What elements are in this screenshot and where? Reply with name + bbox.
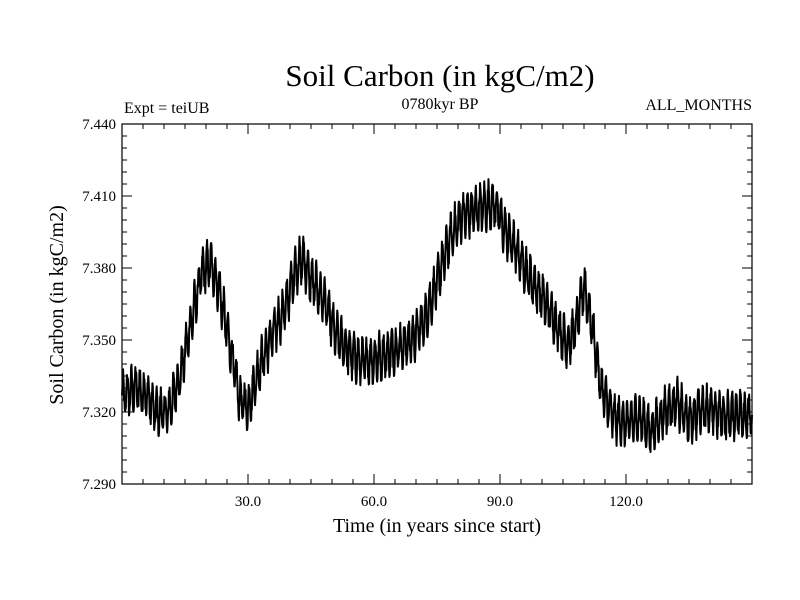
chart-title: Soil Carbon (in kgC/m2) bbox=[285, 58, 594, 93]
y-tick-label: 7.350 bbox=[82, 333, 116, 349]
x-tick-label: 90.0 bbox=[487, 494, 513, 510]
soil-carbon-series-line bbox=[121, 178, 753, 454]
x-tick-label: 60.0 bbox=[361, 494, 387, 510]
y-tick-label: 7.380 bbox=[82, 261, 116, 277]
months-label: ALL_MONTHS bbox=[645, 97, 752, 114]
y-tick-label: 7.410 bbox=[82, 189, 116, 205]
chart-subtitle: 0780kyr BP bbox=[402, 96, 479, 113]
y-tick-label: 7.440 bbox=[82, 117, 116, 133]
x-axis-label: Time (in years since start) bbox=[333, 515, 541, 537]
experiment-label: Expt = teiUB bbox=[124, 100, 209, 117]
y-axis-label: Soil Carbon (in kgC/m2) bbox=[46, 205, 68, 404]
y-tick-label: 7.320 bbox=[82, 405, 116, 421]
x-tick-label: 120.0 bbox=[609, 494, 643, 510]
y-tick-label: 7.290 bbox=[82, 477, 116, 493]
x-tick-label: 30.0 bbox=[235, 494, 261, 510]
tick-labels: 7.290 7.320 7.350 7.380 7.410 7.440 30.0 60.0 90… bbox=[82, 117, 643, 510]
